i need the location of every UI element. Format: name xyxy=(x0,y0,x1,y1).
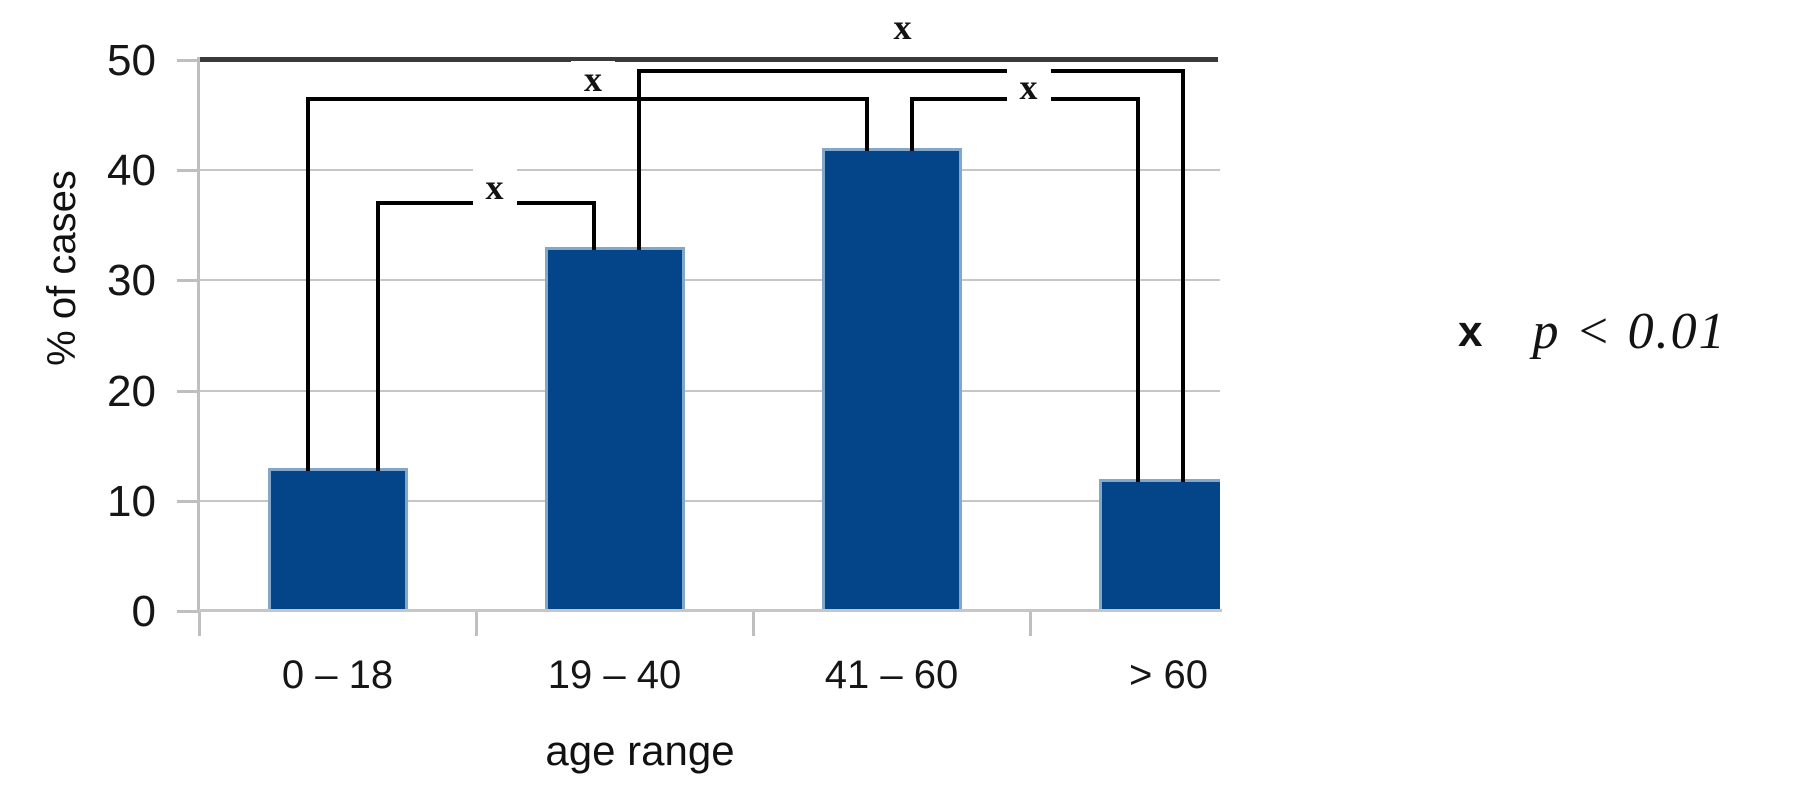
bar xyxy=(1098,478,1220,611)
x-axis-tick xyxy=(198,612,201,636)
significance-bracket-leg xyxy=(305,98,310,471)
y-axis-line xyxy=(197,57,200,613)
bar xyxy=(821,148,962,611)
axis-top-border-line xyxy=(199,57,1218,62)
bar xyxy=(267,467,408,611)
gridline xyxy=(199,169,1220,172)
legend-p-value-text: p < 0.01 xyxy=(1532,303,1727,360)
significance-legend: x p < 0.01 xyxy=(1458,306,1727,358)
gridline xyxy=(199,389,1220,392)
x-axis-title: age range xyxy=(545,727,735,774)
y-tick-label: 20 xyxy=(107,366,156,416)
x-axis-tick xyxy=(752,612,755,636)
gridline xyxy=(199,499,1220,502)
y-tick-label: 30 xyxy=(107,256,156,306)
y-tick-label: 50 xyxy=(107,36,156,85)
x-category-label: 0 – 18 xyxy=(281,653,394,697)
significance-bracket-bar xyxy=(305,96,869,101)
significance-marker: x xyxy=(880,9,925,46)
significance-bracket-leg xyxy=(864,98,869,152)
significance-bracket-leg xyxy=(1180,71,1185,482)
y-axis-tick xyxy=(177,169,198,173)
significance-bracket-leg xyxy=(636,71,641,251)
legend-significance-marker: x xyxy=(1458,307,1483,356)
x-category-label: 41 – 60 xyxy=(824,653,959,697)
x-category-label: 19 – 40 xyxy=(547,653,682,697)
y-tick-label: 0 xyxy=(131,587,156,636)
plot-area xyxy=(199,60,1220,611)
x-axis-tick xyxy=(475,612,478,636)
x-axis-line xyxy=(199,609,1222,612)
bar xyxy=(544,247,685,611)
significance-bracket-leg xyxy=(909,98,914,152)
significance-marker: x xyxy=(571,60,615,97)
gridline xyxy=(199,279,1220,282)
y-axis-tick xyxy=(177,610,198,613)
y-axis-tick xyxy=(177,499,198,503)
significance-bracket-bar xyxy=(636,69,1185,74)
y-tick-label: 10 xyxy=(107,476,156,526)
significance-bracket-leg xyxy=(1135,98,1140,482)
y-axis-tick xyxy=(177,279,198,283)
x-category-label: > 60 xyxy=(1129,653,1208,697)
y-axis-tick xyxy=(177,389,198,393)
significance-bracket-leg xyxy=(591,203,596,251)
significance-marker: x xyxy=(1006,68,1051,105)
significance-bracket-leg xyxy=(375,203,380,471)
significance-marker: x xyxy=(472,169,517,206)
y-tick-label: 40 xyxy=(107,146,156,196)
y-axis-tick xyxy=(177,59,198,62)
x-axis-tick xyxy=(1029,612,1032,636)
